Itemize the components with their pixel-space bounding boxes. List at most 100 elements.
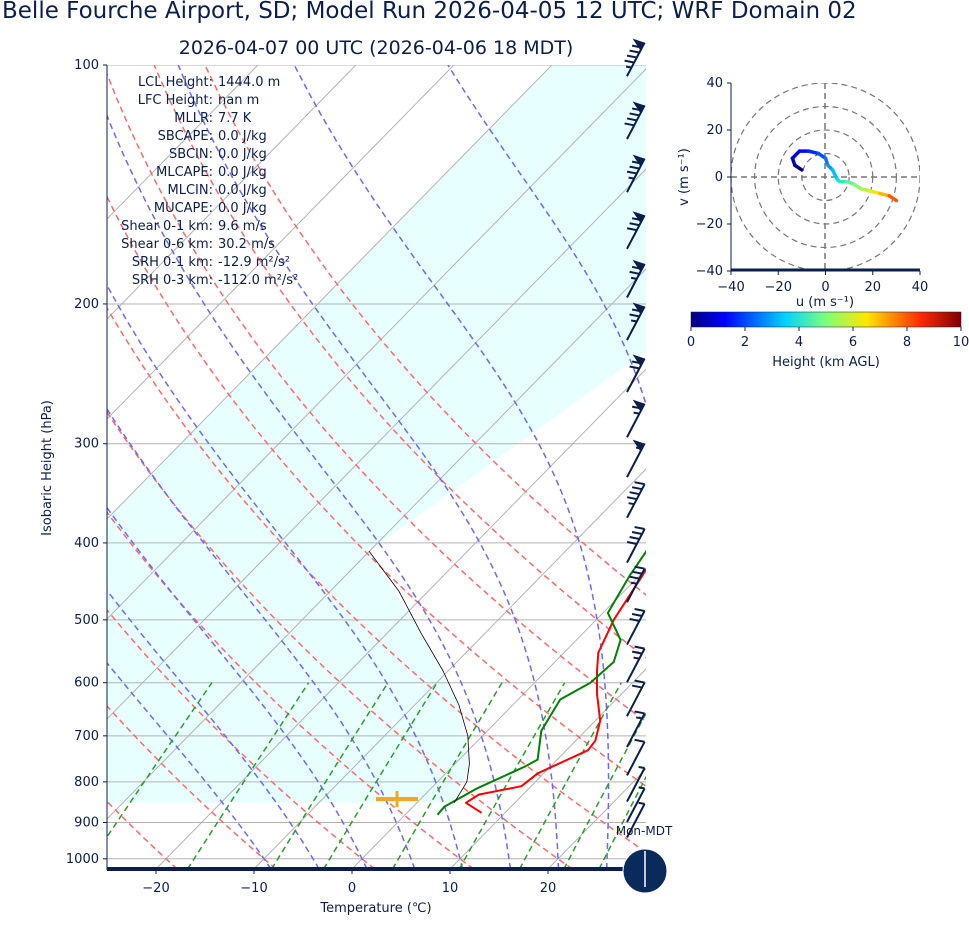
wind-barb-full: [634, 679, 645, 684]
chart-subtitle: 2026-04-07 00 UTC (2026-04-06 18 MDT): [178, 37, 574, 59]
wind-barb: [626, 259, 646, 298]
hodo-y-tick-label: 20: [706, 123, 723, 138]
wind-barb-full: [631, 650, 643, 655]
dry-adiabat-line: [107, 72, 646, 723]
wind-barb-full: [631, 107, 643, 112]
colorbar-tick-label: 6: [849, 335, 857, 350]
wind-barb-full: [624, 122, 635, 127]
stat-label: Shear 0-6 km:: [121, 237, 213, 252]
x-tick-label: 10: [442, 881, 459, 896]
isotherm-line: [107, 65, 259, 220]
y-tick-label: 600: [74, 676, 99, 691]
stat-value: -112.0 m²/s²: [218, 273, 298, 288]
wind-barb-full: [629, 617, 640, 622]
wind-barb-full: [629, 165, 640, 170]
hodograph-segment: [830, 168, 840, 182]
mixing-ratio-line: [391, 682, 503, 870]
wind-barb: [626, 302, 646, 341]
stat-label: MLCAPE:: [156, 165, 213, 180]
wind-barb-full: [629, 536, 640, 541]
skewt-x-label: Temperature (℃): [319, 901, 431, 916]
wind-barb: [626, 354, 646, 393]
hodo-y-tick-label: 40: [706, 76, 723, 91]
isotherm-line: [351, 568, 646, 870]
skewt-x-ticks: −20 −10 0 10 20: [142, 869, 556, 896]
colorbar-tick-label: 4: [795, 335, 803, 350]
moist-adiabat-line: [447, 65, 646, 407]
moist-adiabat-line: [107, 113, 512, 870]
mixing-ratio-line: [598, 775, 646, 870]
wind-barb: [626, 526, 646, 564]
dry-adiabat-lines: [107, 65, 646, 870]
wind-barb-full: [626, 54, 638, 59]
dry-adiabat-line: [107, 704, 277, 870]
wind-barb-full: [631, 612, 643, 617]
hodograph-x-label: u (m s⁻¹): [796, 295, 854, 310]
cape-shade: [107, 65, 646, 803]
y-tick-label: 800: [74, 775, 99, 790]
x-tick-label: −20: [142, 881, 169, 896]
hodo-y-tick-label: −20: [696, 217, 723, 232]
wind-barb-flag: [632, 439, 645, 452]
wind-barb-full: [634, 738, 645, 743]
wind-barb-full: [634, 710, 645, 715]
parcel-profile-line: [368, 551, 470, 804]
wind-barb-half: [635, 716, 643, 720]
wind-barb-half: [635, 446, 643, 450]
wind-barb: [626, 738, 646, 776]
stat-value: 0.0 J/kg: [218, 147, 267, 162]
dry-adiabat-line: [107, 306, 646, 853]
y-tick-label: 100: [74, 58, 99, 73]
y-tick-label: 500: [74, 613, 99, 628]
clock-label: Mon-MDT: [616, 824, 673, 838]
hodo-x-tick-label: 40: [912, 280, 929, 295]
wind-barb-full: [634, 645, 645, 650]
stat-value: nan m: [218, 93, 259, 108]
wind-barb: [626, 786, 646, 823]
hodo-x-tick-label: −40: [717, 280, 744, 295]
stat-label: LCL Height:: [138, 75, 213, 90]
y-tick-label: 1000: [66, 852, 99, 867]
stat-label: SRH 0-1 km:: [132, 255, 213, 270]
stat-label: LFC Height:: [138, 93, 213, 108]
wind-barb-flag: [632, 38, 645, 51]
wind-barb-full: [626, 541, 638, 546]
wind-barb-full: [629, 575, 640, 580]
wind-barb-half: [630, 581, 638, 585]
stat-value: 0.0 J/kg: [218, 165, 267, 180]
wind-barb-full: [631, 265, 643, 270]
y-tick-label: 900: [74, 815, 99, 830]
mixing-ratio-line: [458, 682, 566, 870]
skewt-y-ticks: 100 200 300 400 500 600 700 800 900 1000: [66, 58, 107, 867]
isotherm-line: [107, 68, 646, 620]
wind-barb: [626, 607, 646, 646]
colorbar-label: Height (km AGL): [772, 355, 880, 370]
stat-label: SBCAPE:: [158, 129, 213, 144]
isotherm-line: [107, 168, 646, 720]
wind-barb: [626, 565, 646, 603]
main-title: Belle Fourche Airport, SD; Model Run 202…: [2, 0, 857, 24]
wind-barb-full: [631, 308, 643, 313]
colorbar-gradient: [690, 311, 962, 328]
hodo-y-tick-label: −40: [696, 264, 723, 279]
moist-adiabat-line: [293, 65, 610, 870]
wind-barb-half: [633, 656, 640, 660]
hodo-y-tick-label: 0: [715, 170, 723, 185]
x-tick-label: 0: [348, 881, 356, 896]
profile-lines: [368, 549, 646, 816]
hodo-x-tick-label: 20: [864, 280, 881, 295]
wind-barb: [626, 154, 646, 193]
stat-value: 0.0 J/kg: [218, 183, 267, 198]
dry-adiabat-line: [107, 800, 178, 870]
hodo-x-tick-label: 0: [821, 280, 829, 295]
dry-adiabat-line: [107, 608, 376, 870]
y-tick-label: 400: [74, 536, 99, 551]
moist-adiabat-line: [107, 407, 416, 870]
wind-barbs: [624, 38, 646, 838]
wind-barb-full: [634, 481, 645, 486]
stat-value: 7.7 K: [218, 111, 252, 126]
isotherm-line: [107, 65, 553, 520]
isotherm-line: [449, 668, 646, 870]
mixing-ratio-line: [186, 682, 310, 870]
wind-barb-half: [625, 65, 633, 69]
